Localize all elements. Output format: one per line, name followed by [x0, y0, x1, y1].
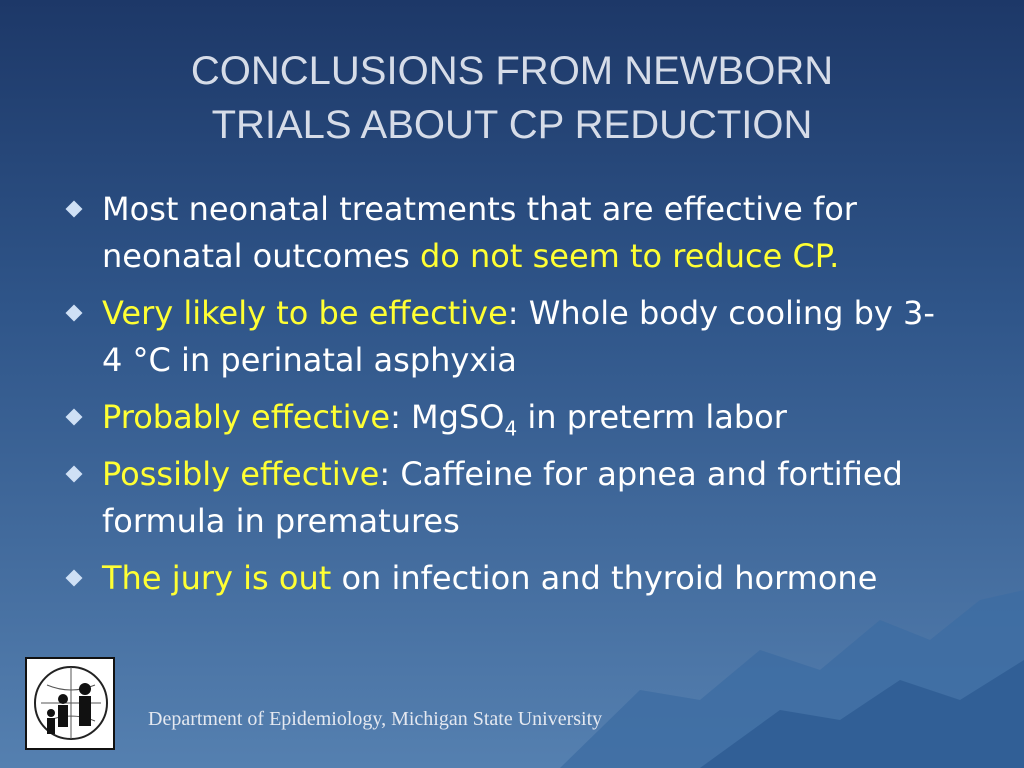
- title-line: TRIALS ABOUT CP REDUCTION: [211, 103, 813, 147]
- bullet-item: Very likely to be effective: Whole body …: [62, 290, 942, 384]
- bullet-text: Most neonatal treatments that are effect…: [102, 190, 857, 275]
- bullet-marker: [65, 569, 83, 587]
- bullet-item: Probably effective: MgSO4 in preterm lab…: [62, 394, 942, 441]
- bullet-text: 4: [504, 416, 518, 441]
- highlighted-text: The jury is out: [102, 559, 332, 597]
- logo: [25, 657, 115, 750]
- highlighted-text: Possibly effective: [102, 455, 380, 493]
- bullet-item: Possibly effective: Caffeine for apnea a…: [62, 451, 942, 545]
- bullet-marker: [65, 200, 83, 218]
- bullet-marker: [65, 465, 83, 483]
- bullet-text: on infection and thyroid hormone: [331, 559, 878, 597]
- bullet-marker: [65, 304, 83, 322]
- title-line: CONCLUSIONS FROM NEWBORN: [190, 49, 834, 93]
- highlighted-text: do not seem to reduce CP.: [419, 237, 840, 275]
- bullet-list: Most neonatal treatments that are effect…: [62, 186, 942, 612]
- bullet-text: in preterm labor: [517, 398, 787, 436]
- logo-graphic: [34, 666, 108, 740]
- bullet-text: : Caffeine for apnea and fortified formu…: [102, 455, 903, 540]
- footer: Department of Epidemiology, Michigan Sta…: [148, 708, 603, 730]
- bullet-item: The jury is out on infection and thyroid…: [62, 555, 942, 602]
- highlighted-text: Probably effective: [102, 398, 391, 436]
- bullet-marker: [65, 408, 83, 426]
- bullet-text: : Whole body cooling by 3-4 °C in perina…: [102, 294, 935, 379]
- slide-title: CONCLUSIONS FROM NEWBORN TRIALS ABOUT CP…: [0, 44, 1024, 152]
- highlighted-text: Very likely to be effective: [102, 294, 508, 332]
- bullet-item: Most neonatal treatments that are effect…: [62, 186, 942, 280]
- bullet-text: : MgSO: [390, 398, 505, 436]
